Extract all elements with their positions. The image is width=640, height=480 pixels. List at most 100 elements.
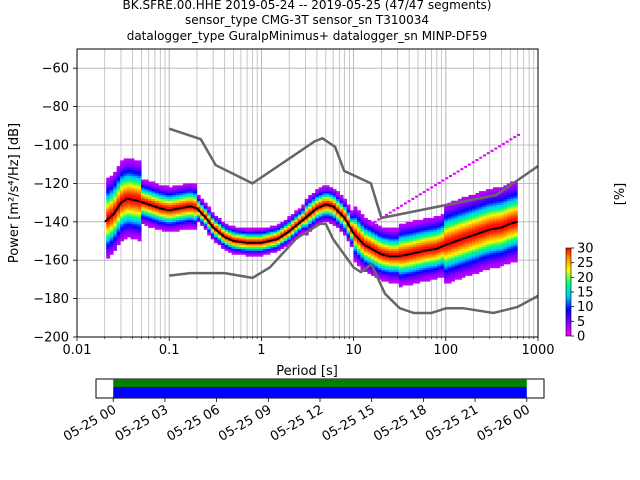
ppsd-cell [165, 214, 170, 217]
ppsd-cell [130, 169, 135, 173]
ppsd-cell [339, 223, 344, 226]
ppsd-cell [231, 250, 236, 253]
ppsd-cell [510, 191, 515, 194]
ppsd-cell [123, 227, 128, 230]
ppsd-cell [468, 248, 473, 251]
ppsd-cell [280, 223, 285, 226]
ppsd-cell [127, 189, 131, 192]
ppsd-cell [172, 216, 177, 219]
ppsd-cell [496, 235, 501, 238]
ppsd-cell [175, 216, 180, 219]
ppsd-cell [461, 214, 466, 217]
ppsd-cell [193, 193, 198, 196]
ppsd-cell [482, 248, 487, 251]
ppsd-cell [461, 262, 466, 265]
ppsd-cell [485, 248, 490, 251]
ppsd-cell [343, 212, 347, 215]
ppsd-cell [433, 239, 438, 242]
ppsd-cell [130, 160, 135, 163]
ppsd-cell [339, 229, 344, 232]
ppsd-cell [465, 214, 469, 217]
ppsd-cell [109, 210, 114, 213]
ppsd-cell [123, 175, 128, 178]
ppsd-cell [416, 241, 421, 244]
ppsd-cell [144, 187, 149, 190]
ppsd-cell [266, 248, 271, 251]
ppsd-cell [454, 229, 459, 232]
ppsd-cell [454, 227, 459, 230]
ppsd-cell [332, 210, 337, 213]
ppsd-cell [447, 225, 452, 228]
ppsd-cell [384, 229, 389, 232]
colorbar-tick-label: 25 [577, 256, 594, 271]
ppsd-cell [391, 231, 396, 234]
ppsd-cell [367, 241, 372, 244]
ppsd-cell [165, 200, 170, 203]
ppsd-cell [506, 239, 511, 242]
ppsd-cell [127, 231, 131, 234]
ppsd-cell [113, 244, 118, 248]
ppsd-cell [259, 244, 264, 248]
ppsd-cell [374, 233, 379, 236]
ppsd-cell [426, 223, 431, 226]
ppsd-cell [127, 216, 131, 219]
ppsd-cell [510, 185, 515, 188]
ppsd-cell [503, 227, 508, 230]
ppsd-cell [458, 235, 462, 238]
ppsd-cell [357, 256, 361, 259]
ppsd-cell [158, 193, 163, 196]
ppsd-cell [478, 260, 483, 263]
ppsd-cell [489, 244, 494, 248]
ppsd-cell [109, 185, 114, 188]
ppsd-cell [506, 200, 511, 203]
ppsd-cell [360, 246, 365, 249]
ppsd-cell [238, 248, 243, 251]
ppsd-cell [465, 242, 469, 246]
ppsd-cell [513, 246, 518, 249]
ppsd-cell [193, 227, 198, 230]
ppsd-cell [496, 231, 501, 234]
ppsd-cell [137, 210, 142, 213]
ppsd-cell [350, 210, 354, 213]
ppsd-cell [478, 206, 483, 209]
ppsd-cell [353, 237, 358, 240]
ppsd-cell [363, 231, 368, 234]
ppsd-cell [158, 200, 163, 203]
ppsd-cell [147, 206, 152, 209]
ppsd-cell [224, 229, 229, 232]
ppsd-cell [207, 231, 212, 234]
ppsd-cell [193, 216, 198, 219]
ppsd-cell [123, 166, 128, 169]
ppsd-cell [398, 248, 403, 251]
ppsd-cell [280, 237, 285, 240]
ppsd-cell [485, 210, 490, 213]
ppsd-cell [395, 237, 400, 240]
ppsd-cell [492, 242, 497, 246]
ppsd-cell [367, 258, 372, 261]
ppsd-cell [252, 227, 257, 230]
ppsd-cell [433, 235, 438, 238]
ppsd-cell [503, 194, 508, 198]
ppsd-cell [405, 246, 410, 249]
ppsd-cell [405, 279, 410, 282]
ppsd-cell [287, 237, 292, 240]
ppsd-cell [513, 237, 518, 240]
ppsd-cell [147, 217, 152, 221]
ppsd-cell [482, 210, 487, 213]
ppsd-cell [123, 229, 128, 232]
ppsd-cell [398, 244, 403, 248]
ppsd-cell [388, 229, 393, 232]
ppsd-cell [154, 189, 159, 192]
ppsd-cell [482, 214, 487, 217]
ppsd-cell [402, 271, 407, 274]
ppsd-cell [224, 246, 229, 249]
ppsd-cell [384, 267, 389, 271]
ppsd-cell [468, 239, 473, 242]
ppsd-cell [482, 264, 487, 267]
ppsd-cell [381, 246, 386, 249]
high-noise-model-line [168, 127, 538, 220]
ppsd-cell [499, 252, 504, 255]
ppsd-cell [165, 216, 170, 219]
ppsd-cell [451, 267, 455, 271]
ppsd-cell [440, 256, 445, 259]
